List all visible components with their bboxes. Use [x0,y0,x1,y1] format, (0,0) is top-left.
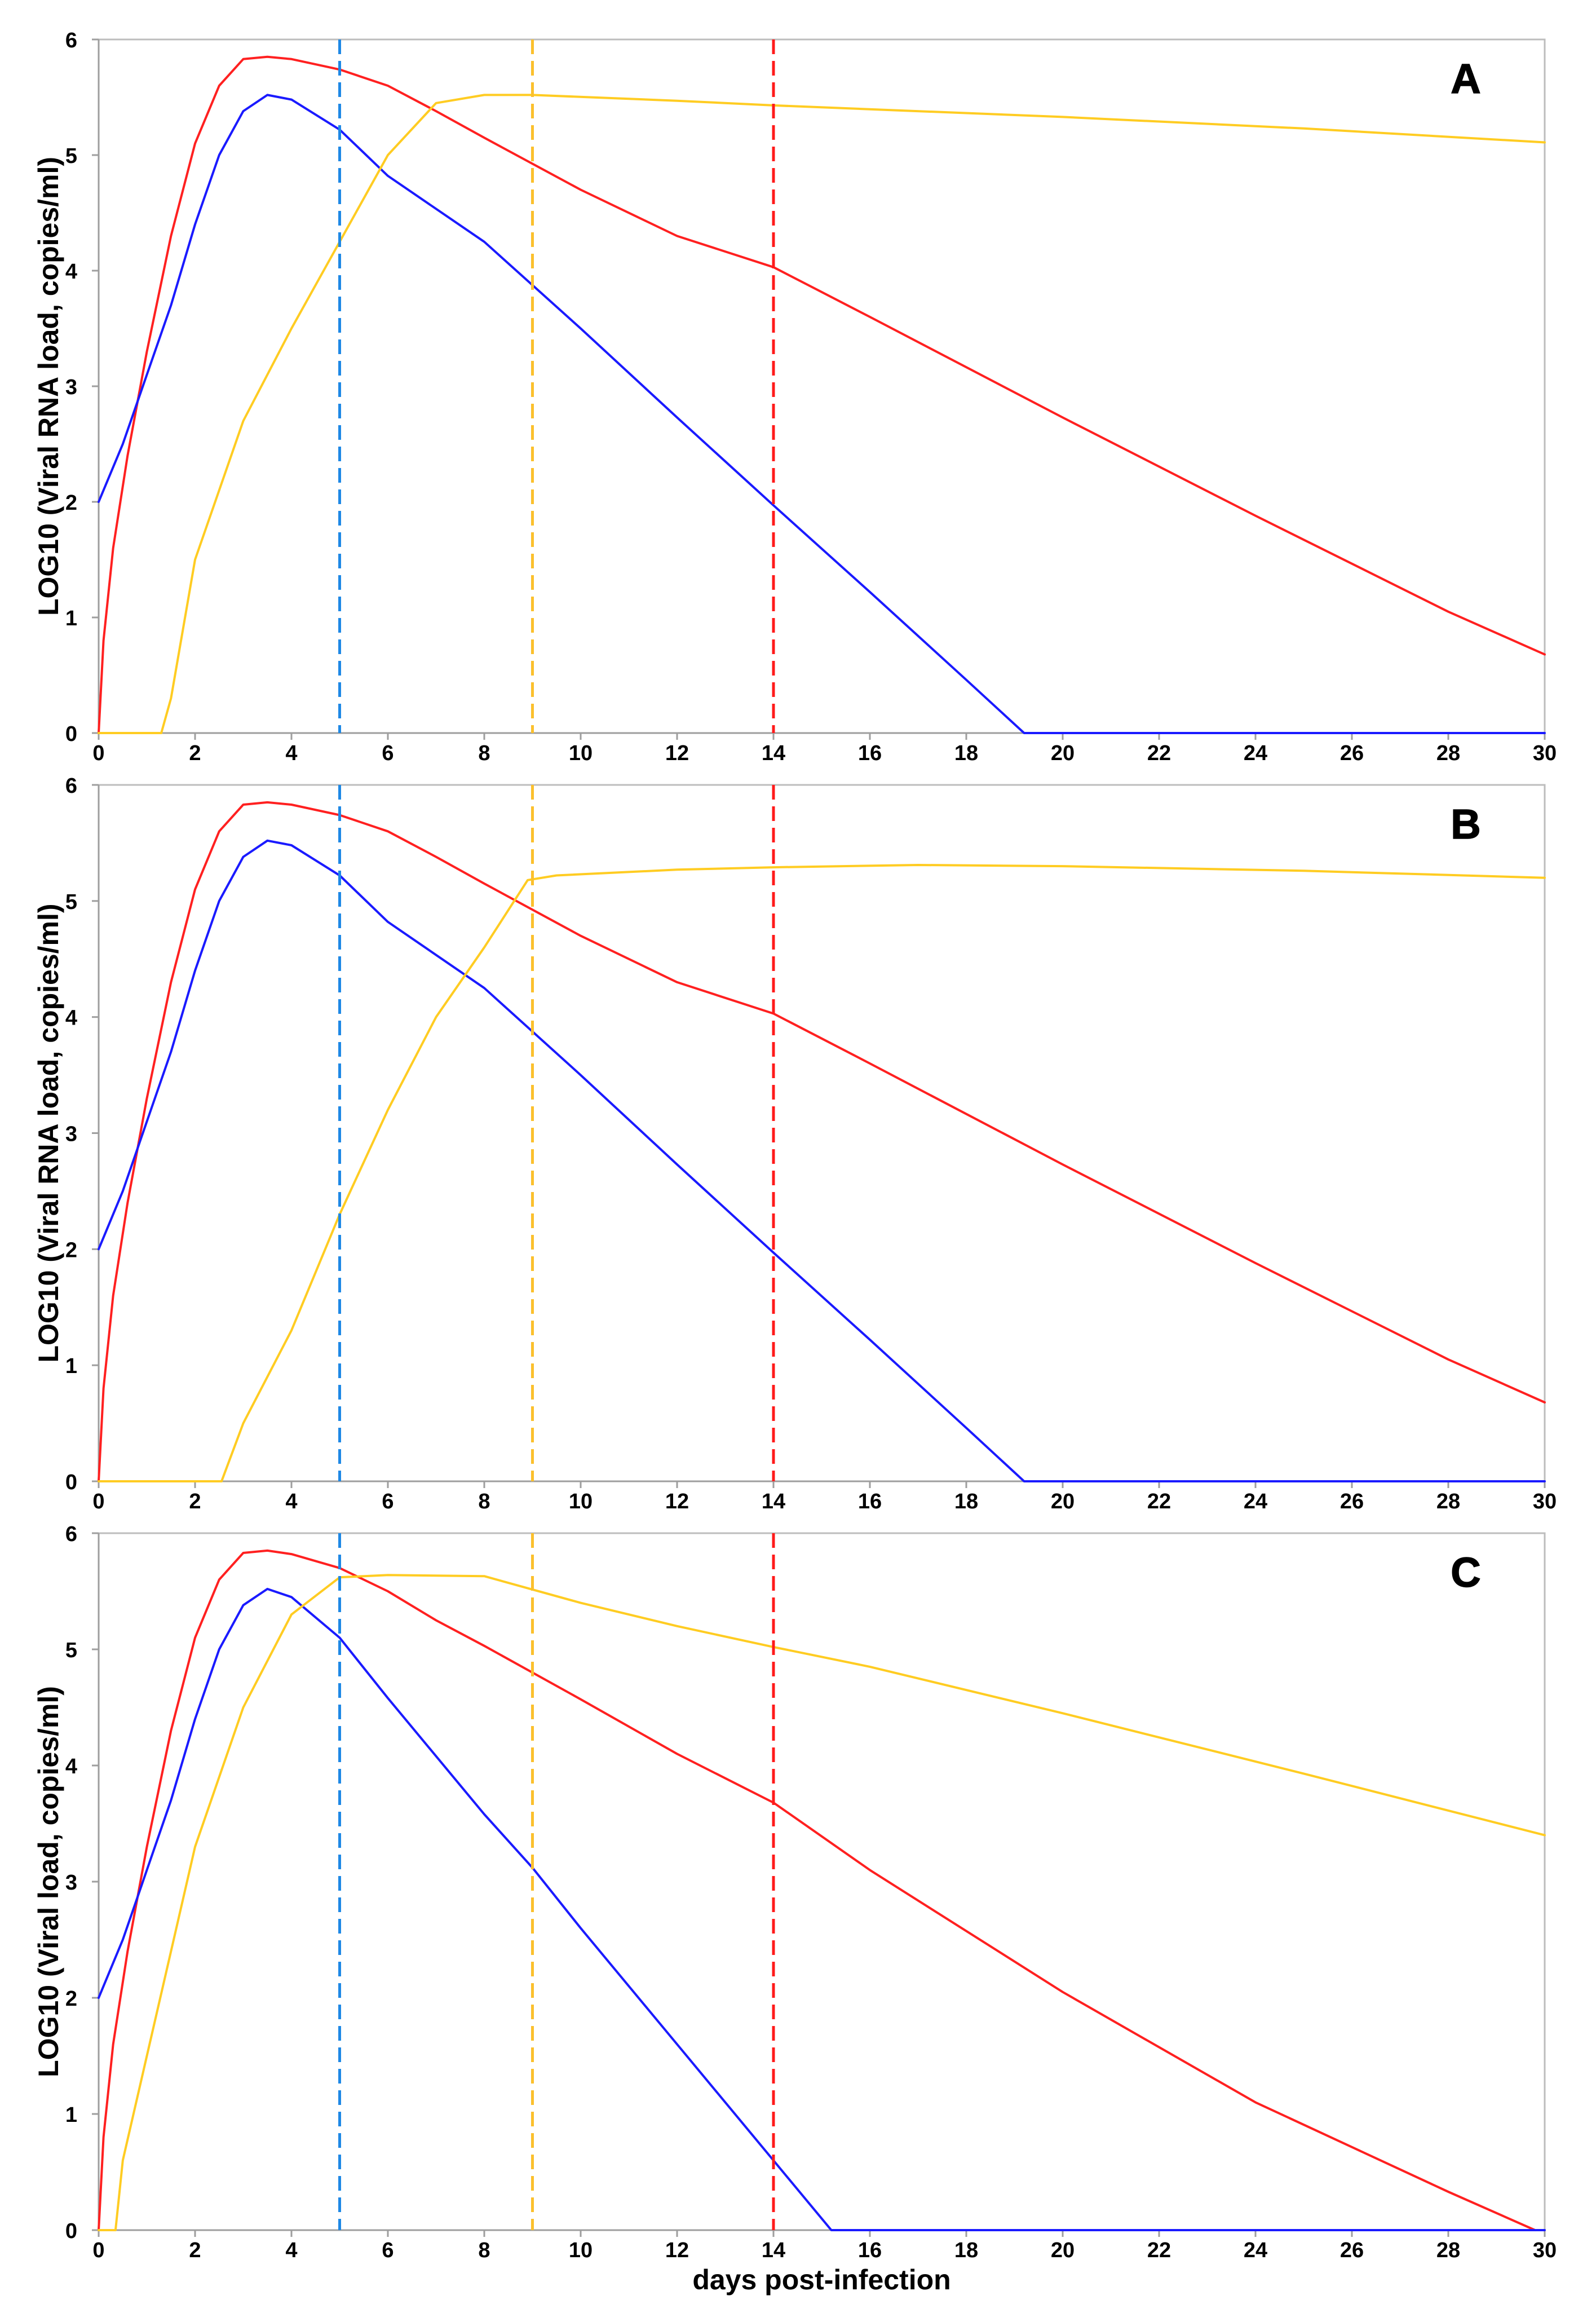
panel-letter: C [1451,1549,1480,1596]
x-tick-label: 20 [1051,2239,1075,2262]
y-tick-label: 0 [65,2219,77,2243]
x-tick-label: 6 [382,2239,394,2262]
y-tick-label: 3 [65,1123,77,1146]
y-tick-label: 5 [65,890,77,914]
y-tick-label: 5 [65,144,77,168]
y-tick-label: 3 [65,376,77,399]
plot-frame [98,1532,1546,2231]
panels: 0 2 4 6 8 10 12 14 16 18 20 22 24 26 28 300123456LOG10 … [33,29,1557,2296]
x-tick-label: 30 [1533,741,1557,765]
x-tick-label: 16 [858,2239,882,2262]
x-tick-label: 20 [1051,741,1075,765]
y-tick-label: 4 [65,1755,77,1778]
x-tick-label: 12 [665,741,689,765]
x-tick-label: 18 [954,1490,978,1513]
y-tick-label: 3 [65,1871,77,1895]
panel-a: 0 2 4 6 8 10 12 14 16 18 20 22 24 26 28 300123456LOG10 … [33,29,1557,765]
y-axis-title: LOG10 (Viral load, copies/ml) [33,1686,64,2077]
y-tick-label: 6 [65,1522,77,1546]
x-tick-label: 22 [1147,2239,1171,2262]
x-tick-label: 22 [1147,741,1171,765]
y-tick-label: 5 [65,1639,77,1662]
series-line-blue [98,1587,1546,2231]
y-tick-label: 1 [65,2103,77,2127]
x-tick-label: 26 [1340,1490,1364,1513]
x-tick-label: 14 [762,1490,785,1513]
x-tick-label: 26 [1340,741,1364,765]
y-tick-label: 4 [65,1007,77,1030]
panel-b: 0 2 4 6 8 10 12 14 16 18 20 22 24 26 28 300123456LOG10 … [33,774,1557,1513]
y-tick-label: 0 [65,722,77,746]
x-tick-label: 20 [1051,1490,1075,1513]
x-tick-label: 28 [1436,741,1460,765]
x-tick-label: 0 [92,2239,104,2262]
y-axis-title: LOG10 (Viral RNA load, copies/ml) [33,157,64,616]
x-tick-label: 12 [665,2239,689,2262]
y-tick-label: 2 [65,491,77,515]
x-tick-label: 4 [285,1490,297,1513]
x-tick-label: 24 [1244,2239,1267,2262]
plot-frame [98,784,1546,1482]
x-tick-label: 0 [92,1490,104,1513]
x-tick-label: 8 [478,741,490,765]
x-tick-label: 18 [954,741,978,765]
series-line-yellow [98,1574,1546,2231]
x-axis-title: days post-infection [692,2264,950,2296]
panel-letter: B [1451,801,1480,848]
y-tick-label: 4 [65,260,77,284]
x-tick-label: 2 [189,1490,201,1513]
x-tick-label: 6 [382,741,394,765]
x-tick-label: 28 [1436,1490,1460,1513]
x-tick-label: 4 [285,2239,297,2262]
y-tick-label: 2 [65,1987,77,2011]
x-tick-label: 2 [189,2239,201,2262]
x-tick-label: 10 [569,2239,593,2262]
x-tick-label: 28 [1436,2239,1460,2262]
x-tick-label: 0 [92,741,104,765]
x-tick-label: 16 [858,1490,882,1513]
x-tick-label: 16 [858,741,882,765]
series-line-yellow [98,94,1546,734]
y-tick-label: 6 [65,29,77,52]
x-tick-label: 14 [762,741,785,765]
x-tick-label: 12 [665,1490,689,1513]
y-tick-label: 6 [65,774,77,798]
x-tick-label: 14 [762,2239,785,2262]
x-tick-label: 30 [1533,2239,1557,2262]
x-tick-label: 30 [1533,1490,1557,1513]
series-line-red [98,55,1546,734]
x-tick-label: 24 [1244,1490,1267,1513]
series-line-red [98,1549,1536,2231]
x-tick-label: 24 [1244,741,1267,765]
plot-frame [98,38,1546,734]
y-tick-label: 1 [65,1354,77,1378]
y-tick-label: 0 [65,1471,77,1494]
x-tick-label: 26 [1340,2239,1364,2262]
series-line-red [98,801,1546,1482]
x-tick-label: 6 [382,1490,394,1513]
x-tick-label: 8 [478,2239,490,2262]
panel-letter: A [1451,55,1480,102]
series-line-blue [98,94,1546,734]
x-tick-label: 18 [954,2239,978,2262]
y-tick-label: 2 [65,1238,77,1262]
series-line-yellow [98,864,1546,1482]
x-tick-label: 22 [1147,1490,1171,1513]
y-axis-title: LOG10 (Viral RNA load, copies/ml) [33,903,64,1362]
y-tick-label: 1 [65,607,77,630]
panel-c: 0 2 4 6 8 10 12 14 16 18 20 22 24 26 28 300123456LOG10 … [33,1522,1557,2296]
x-tick-label: 8 [478,1490,490,1513]
x-tick-label: 2 [189,741,201,765]
x-tick-label: 4 [285,741,297,765]
x-tick-label: 10 [569,741,593,765]
series-line-blue [98,839,1546,1482]
x-tick-label: 10 [569,1490,593,1513]
